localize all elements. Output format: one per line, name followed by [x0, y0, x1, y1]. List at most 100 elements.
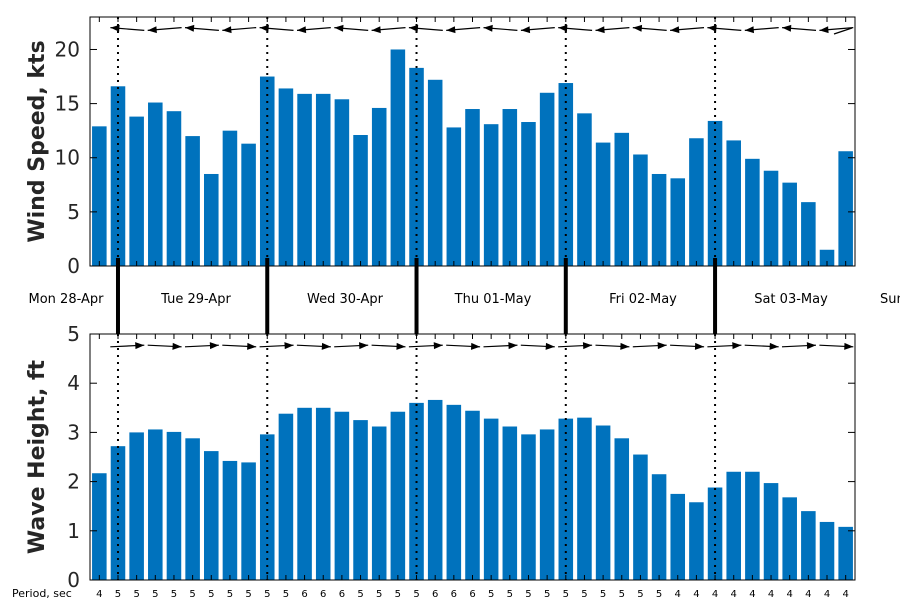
day-label: Thu 01-May	[454, 292, 532, 307]
wind-bar	[595, 142, 611, 266]
wave-bar	[670, 493, 686, 580]
wind-bar	[297, 93, 312, 267]
period-value: 6	[432, 589, 438, 600]
wind-bar	[204, 173, 219, 266]
y-tick-label: 4	[67, 371, 80, 395]
wave-bar	[427, 399, 443, 580]
period-value: 5	[245, 589, 251, 600]
wave-bar	[353, 420, 368, 580]
wind-bar	[148, 102, 163, 266]
period-value: 4	[96, 589, 102, 600]
day-label: Mon 28-Apr	[29, 292, 105, 307]
wind-bar	[670, 178, 686, 266]
direction-arrow-head	[520, 26, 531, 34]
period-value: 4	[693, 589, 699, 600]
period-value: 4	[787, 589, 793, 600]
wave-height-panel: 0 1 2 3 4 5 Wave Height, ft	[25, 322, 856, 592]
period-value: 5	[600, 589, 606, 600]
direction-arrow-head	[433, 342, 443, 350]
wave-bar	[819, 521, 835, 580]
direction-arrow-head	[396, 342, 406, 350]
wind-bar	[633, 154, 648, 266]
direction-arrow-head	[359, 342, 369, 350]
direction-arrow-head	[185, 24, 195, 32]
wind-bar	[651, 173, 667, 266]
wind-bar	[763, 170, 779, 266]
wave-bar	[259, 434, 275, 580]
wave-bar	[110, 446, 126, 580]
period-value: 5	[619, 589, 625, 600]
period-value: 5	[283, 589, 289, 600]
direction-arrow-head	[297, 26, 307, 34]
period-value: 4	[675, 589, 681, 600]
direction-arrow-head	[247, 342, 257, 350]
period-value: 5	[357, 589, 363, 600]
period-row: Period, sec 4 5 5 5 5 5 5 5 5 5 5 6 6 6 5 5 5 5 6 6 6 5 5 5 5 5 5 5 5…	[12, 587, 849, 600]
direction-arrow-head	[135, 342, 145, 350]
direction-arrow-head	[408, 24, 419, 32]
period-label: Period, sec	[12, 587, 72, 600]
wave-bar	[633, 454, 648, 580]
wave-bar	[297, 407, 312, 580]
day-label: Fri 02-May	[609, 292, 677, 307]
direction-arrow-head	[371, 26, 381, 34]
y-tick-label: 20	[55, 37, 80, 61]
wind-bar	[409, 67, 424, 266]
wave-bar	[92, 473, 107, 580]
wave-bar	[278, 413, 294, 580]
direction-arrow-head	[782, 24, 792, 32]
wave-bar	[745, 471, 760, 580]
period-value: 4	[768, 589, 774, 600]
period-value: 4	[712, 589, 718, 600]
direction-arrow-head	[110, 24, 120, 32]
wave-bar	[539, 429, 555, 580]
wave-bar	[185, 438, 200, 580]
wave-bar	[651, 474, 667, 580]
wave-bar	[689, 502, 704, 580]
day-label: Tue 29-Apr	[160, 292, 231, 307]
y-tick-label: 5	[67, 322, 80, 346]
y-tick-label: 15	[55, 92, 80, 116]
direction-arrow-head	[483, 24, 493, 32]
wind-bar	[278, 88, 294, 266]
direction-arrow-head	[446, 26, 456, 34]
wind-bar	[446, 127, 462, 267]
wave-bar	[502, 426, 518, 580]
wind-bar	[558, 83, 574, 266]
wave-bar	[707, 487, 723, 580]
wave-bar	[390, 411, 406, 580]
period-value: 5	[488, 589, 494, 600]
direction-arrow-head	[321, 342, 331, 350]
wind-bar	[465, 109, 480, 267]
direction-arrow-head	[334, 24, 344, 32]
day-label-strip: Mon 28-Apr Tue 29-Apr Wed 30-Apr Thu 01-May…	[29, 258, 900, 334]
wave-bar	[595, 425, 611, 580]
period-value: 5	[525, 589, 531, 600]
period-value: 5	[413, 589, 419, 600]
wave-bar	[521, 434, 536, 580]
wind-bar	[222, 130, 238, 266]
wind-y-label: Wind Speed, kts	[25, 40, 50, 242]
day-label: Sun	[880, 292, 900, 307]
wave-bar	[241, 462, 256, 580]
wave-bar	[838, 526, 853, 580]
direction-arrow-head	[844, 342, 854, 350]
period-value: 5	[544, 589, 550, 600]
wave-bar	[371, 426, 387, 580]
wind-bar	[745, 158, 760, 266]
period-value: 4	[805, 589, 811, 600]
wind-bar	[539, 92, 555, 266]
period-value: 5	[395, 589, 401, 600]
wind-bar	[390, 49, 406, 267]
y-tick-label: 2	[67, 470, 80, 494]
wind-bar	[726, 140, 741, 266]
wave-bar	[726, 471, 741, 580]
wave-bar	[577, 417, 592, 580]
wind-bar	[782, 182, 797, 266]
wind-bar	[502, 109, 518, 267]
wind-bar	[483, 124, 499, 267]
y-tick-label: 1	[67, 519, 80, 543]
wind-bar	[371, 107, 387, 266]
